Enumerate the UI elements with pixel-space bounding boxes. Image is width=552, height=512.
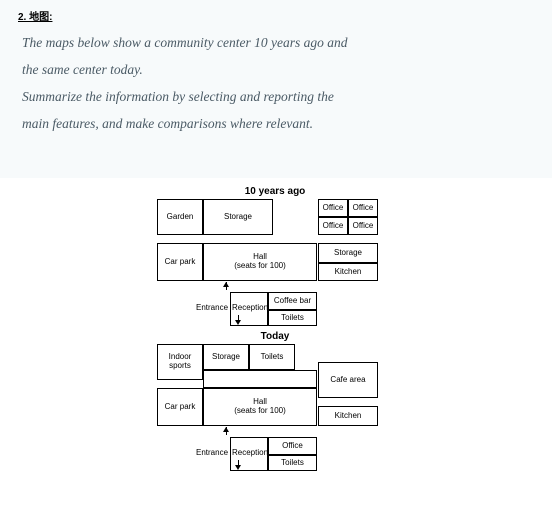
room-office: Office [318, 199, 348, 217]
room-office: Office [268, 437, 317, 455]
prompt-line: The maps below show a community center 1… [22, 29, 534, 56]
indoor-text: Indoorsports [169, 353, 192, 371]
room-toilets: Toilets [268, 310, 317, 326]
room-storage2: Storage [318, 243, 378, 263]
task-prompt: The maps below show a community center 1… [18, 29, 534, 137]
label-reception: Reception [232, 448, 268, 457]
prompt-line: Summarize the information by selecting a… [22, 83, 534, 110]
room-indoor-sports: Indoorsports [157, 344, 203, 380]
prompt-line: main features, and make comparisons wher… [22, 110, 534, 137]
room-carpark: Car park [157, 243, 203, 281]
prompt-line: the same center today. [22, 56, 534, 83]
room-garden: Garden [157, 199, 203, 235]
room-office: Office [318, 217, 348, 235]
room-toilets: Toilets [249, 344, 295, 370]
floorplan-10-years-ago: Garden Storage Office Office Office Offi… [155, 199, 395, 329]
room-storage: Storage [203, 199, 273, 235]
map1-title: 10 years ago [160, 186, 390, 197]
label-entrance: Entrance [196, 303, 228, 312]
section-label: 2. 地图: [18, 8, 534, 23]
hall-text: Hall(seats for 100) [234, 398, 286, 416]
map2-title: Today [160, 331, 390, 342]
label-reception: Reception [232, 303, 268, 312]
room-storage: Storage [203, 344, 249, 370]
room-carpark: Car park [157, 388, 203, 426]
room-coffee-bar: Coffee bar [268, 292, 317, 310]
room-hall: Hall(seats for 100) [203, 388, 317, 426]
arrow-in-icon [223, 282, 231, 292]
room-toilets2: Toilets [268, 455, 317, 471]
arrow-out-icon [235, 460, 243, 470]
room-kitchen: Kitchen [318, 406, 378, 426]
label-entrance: Entrance [196, 448, 228, 457]
hall-text: Hall(seats for 100) [234, 253, 286, 271]
room-office: Office [348, 199, 378, 217]
header-block: 2. 地图: The maps below show a community c… [0, 0, 552, 178]
arrow-in-icon [223, 427, 231, 437]
room-kitchen: Kitchen [318, 263, 378, 281]
corridor-box [203, 370, 317, 388]
room-hall: Hall(seats for 100) [203, 243, 317, 281]
room-office: Office [348, 217, 378, 235]
arrow-out-icon [235, 315, 243, 325]
maps-area: 10 years ago Garden Storage Office Offic… [0, 178, 552, 474]
room-cafe-area: Cafe area [318, 362, 378, 398]
floorplan-today: Indoorsports Storage Toilets Cafe area C… [155, 344, 395, 474]
